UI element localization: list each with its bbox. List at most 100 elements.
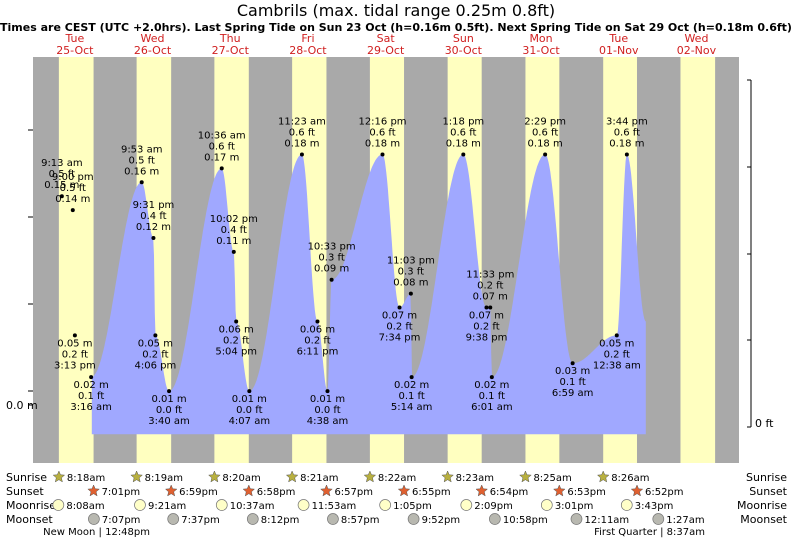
tide-high-label: 1:18 pm	[442, 116, 484, 127]
moon-phase-label: New Moon | 12:48pm	[43, 527, 150, 538]
moonrise-time: 8:08am	[66, 501, 104, 512]
tide-high-label: 0.5 ft	[49, 169, 75, 180]
day-date-label: 25-Oct	[56, 44, 94, 57]
tide-high-marker	[543, 152, 548, 157]
row-label-moonset-right: Moonset	[740, 513, 787, 526]
tide-low-label: 4:07 am	[229, 416, 271, 427]
tide-low-label: 0.05 m	[599, 338, 634, 349]
tide-high-label: 0.18 m	[284, 138, 319, 149]
tide-high-label: 0.4 ft	[221, 225, 247, 236]
sunset-time: 6:52pm	[645, 487, 684, 498]
sunset-icon	[242, 484, 256, 497]
tide-high-marker	[329, 277, 334, 282]
tide-high-label: 11:23 am	[278, 116, 326, 127]
row-label-moonset-left: Moonset	[6, 513, 53, 526]
tide-low-label: 5:14 am	[391, 402, 433, 413]
tide-low-label: 0.02 m	[394, 380, 429, 391]
moonset-icon	[167, 513, 180, 525]
tide-high-label: 3:44 pm	[606, 116, 648, 127]
tide-low-marker	[167, 389, 172, 394]
tide-high-label: 10:02 pm	[210, 214, 258, 225]
left-axis-label: 0.0 m	[6, 399, 38, 412]
tide-high-marker	[488, 305, 493, 310]
tide-low-label: 0.05 m	[57, 338, 92, 349]
moonrise-time: 10:37am	[230, 501, 275, 512]
tide-low-label: 0.0 ft	[314, 405, 340, 416]
tide-high-label: 9:13 am	[41, 158, 83, 169]
right-axis-strip	[739, 57, 751, 463]
sunset-icon	[164, 484, 178, 497]
tide-high-label: 0.16 m	[124, 166, 159, 177]
tide-high-label: 12:16 pm	[358, 116, 406, 127]
day-weekday-label: Sun	[453, 32, 474, 45]
tide-low-marker	[234, 319, 239, 324]
tide-high-label: 0.08 m	[393, 278, 428, 289]
tide-high-marker	[70, 208, 75, 213]
tide-high-label: 9:53 am	[121, 144, 163, 155]
tide-low-marker	[484, 305, 489, 310]
day-date-label: 30-Oct	[445, 44, 483, 57]
moonrise-icon	[540, 499, 553, 511]
day-weekday-label: Sat	[377, 32, 396, 45]
moonset-icon	[489, 513, 501, 525]
chart-title: Cambrils (max. tidal range 0.25m 0.8ft)	[237, 1, 555, 20]
tide-high-label: 0.3 ft	[398, 267, 424, 278]
tide-low-label: 0.2 ft	[223, 335, 249, 346]
tide-high-label: 0.5 ft	[129, 155, 155, 166]
daylight-band	[58, 57, 94, 463]
sunset-icon	[397, 484, 411, 497]
tide-high-label: 10:36 am	[198, 130, 246, 141]
tide-high-label: 0.6 ft	[209, 141, 235, 152]
moonrise-icon	[134, 499, 146, 511]
sunset-time: 6:53pm	[567, 487, 606, 498]
tide-high-label: 11:03 pm	[387, 256, 435, 267]
tide-high-label: 0.12 m	[136, 222, 171, 233]
tide-high-label: 0.18 m	[446, 138, 481, 149]
day-date-label: 31-Oct	[522, 44, 560, 57]
moonrise-time: 2:09pm	[474, 501, 513, 512]
sunrise-time: 8:18am	[67, 473, 105, 484]
tide-low-label: 0.1 ft	[479, 391, 505, 402]
tide-low-label: 0.2 ft	[473, 322, 499, 333]
moonset-time: 7:07pm	[102, 515, 141, 526]
tide-low-label: 0.1 ft	[398, 391, 424, 402]
tide-low-marker	[72, 333, 77, 338]
day-date-label: 29-Oct	[367, 44, 405, 57]
tide-high-marker	[231, 249, 236, 254]
sunset-icon	[475, 484, 489, 497]
moonset-icon	[88, 513, 100, 525]
day-date-label: 26-Oct	[134, 44, 172, 57]
tide-high-marker	[139, 180, 144, 185]
sunset-icon	[87, 484, 100, 497]
row-label-sunset-left: Sunset	[6, 485, 44, 498]
tide-low-label: 0.2 ft	[62, 349, 88, 360]
right-axis-label: 0 ft	[755, 417, 774, 430]
tide-high-label: 0.6 ft	[289, 127, 315, 138]
tide-high-label: 0.6 ft	[532, 127, 558, 138]
tide-low-label: 0.07 m	[469, 311, 504, 322]
astronomy-rows: Sunrise Sunset Moonrise Moonset Sunrise …	[6, 470, 788, 538]
tide-low-marker	[89, 375, 94, 380]
tide-high-label: 0.3 ft	[318, 253, 344, 264]
tide-high-label: 0.07 m	[473, 292, 508, 303]
tide-low-label: 0.06 m	[219, 324, 254, 335]
row-label-sunrise-left: Sunrise	[6, 471, 47, 484]
tide-high-label: 9:00 pm	[52, 172, 94, 183]
moonrise-time: 11:53am	[312, 501, 357, 512]
tide-low-label: 0.2 ft	[304, 335, 330, 346]
row-label-moonrise-left: Moonrise	[6, 499, 56, 512]
tide-high-label: 0.4 ft	[140, 211, 166, 222]
sunrise-icon	[363, 470, 377, 483]
day-weekday-label: Mon	[529, 32, 552, 45]
tide-low-marker	[247, 389, 252, 394]
day-weekday-label: Tue	[64, 32, 84, 45]
sunrise-time: 8:23am	[456, 473, 494, 484]
sunset-time: 6:54pm	[490, 487, 529, 498]
tide-low-marker	[153, 333, 158, 338]
tide-area	[91, 154, 646, 435]
tide-low-marker	[614, 333, 619, 338]
moonset-icon	[652, 513, 665, 525]
tide-low-label: 3:40 am	[148, 416, 190, 427]
tide-low-label: 0.2 ft	[604, 349, 630, 360]
tide-low-marker	[315, 319, 320, 324]
